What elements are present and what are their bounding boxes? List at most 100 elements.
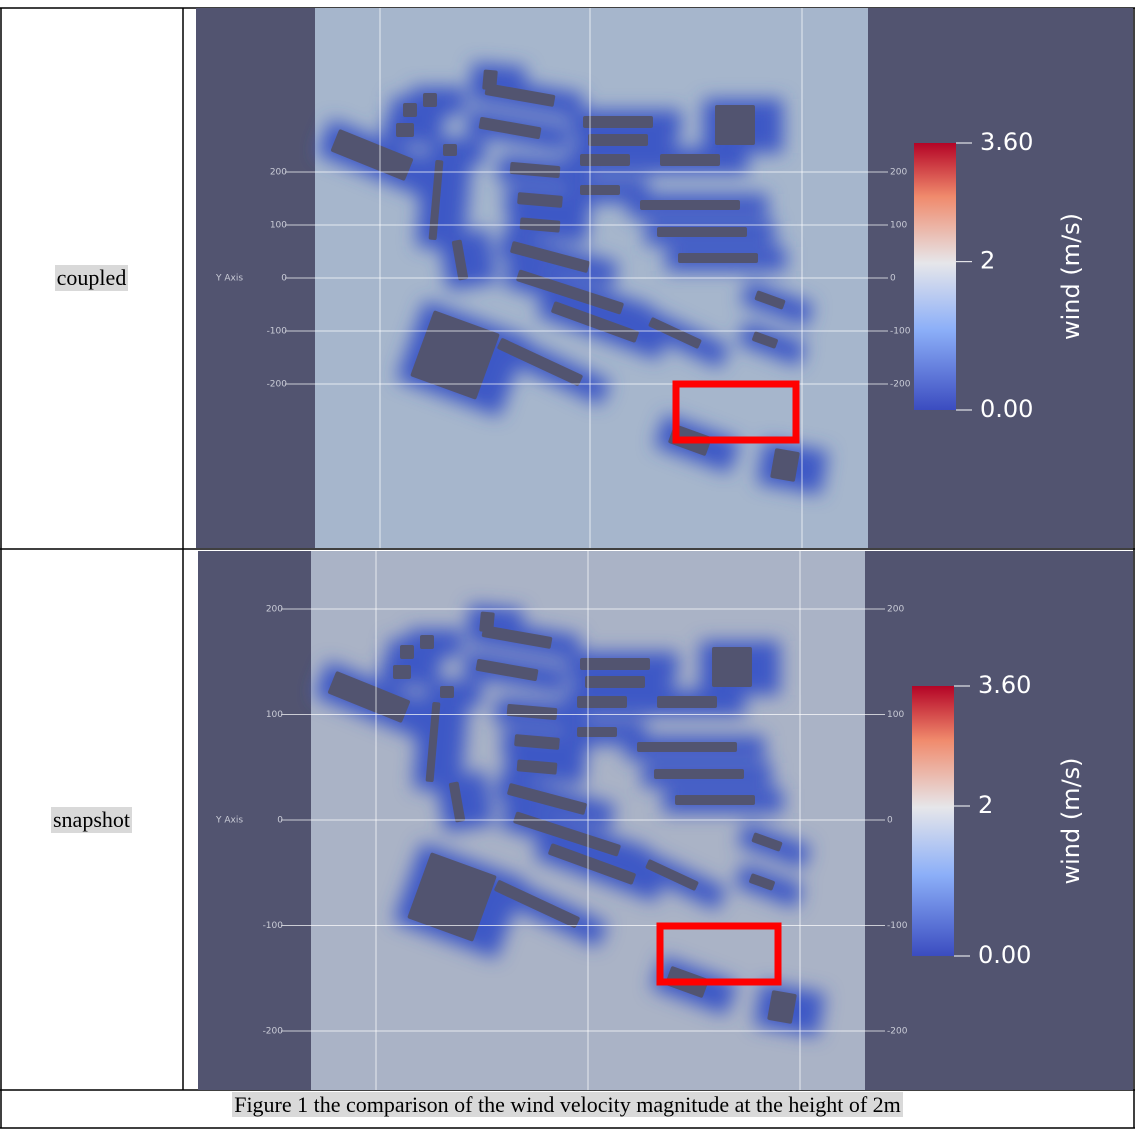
- colorbar-label: wind (m/s): [1057, 757, 1085, 884]
- colorbar: [912, 686, 954, 956]
- building: [506, 704, 558, 720]
- building: [475, 659, 539, 681]
- building: [585, 676, 645, 688]
- building: [428, 159, 444, 241]
- colorbar-tick-label: 2: [980, 247, 995, 275]
- building: [752, 331, 778, 349]
- y-tick-label: 100: [266, 710, 283, 720]
- y-tick-label: -200: [267, 380, 288, 390]
- y-tick-label: -200: [263, 1027, 284, 1037]
- building: [640, 200, 740, 210]
- y-tick-label-right: 200: [890, 168, 907, 178]
- building: [517, 192, 563, 208]
- y-tick-label: -100: [267, 327, 288, 337]
- building: [654, 769, 744, 779]
- building: [410, 310, 500, 400]
- building: [393, 665, 411, 679]
- y-tick-label-right: 100: [887, 710, 904, 720]
- wake: [438, 228, 498, 291]
- building: [648, 317, 702, 349]
- y-tick-label: 200: [270, 168, 287, 178]
- row-label: coupled: [54, 265, 129, 291]
- y-tick-label-right: -200: [887, 1027, 908, 1037]
- wake: [431, 138, 485, 164]
- building: [423, 93, 437, 107]
- y-tick-label: -100: [263, 921, 284, 931]
- building: [551, 301, 639, 343]
- wake: [435, 770, 495, 833]
- y-tick-label-right: -100: [887, 921, 908, 931]
- building: [507, 783, 587, 815]
- caption: Figure 1 the comparison of the wind velo…: [232, 1092, 903, 1117]
- building: [577, 727, 617, 737]
- building: [494, 880, 580, 928]
- building: [548, 843, 636, 885]
- building: [660, 154, 720, 166]
- y-tick-label: 200: [266, 605, 283, 615]
- building: [448, 781, 466, 823]
- axis-label: Y Axis: [215, 274, 243, 284]
- building: [770, 448, 800, 482]
- building: [513, 811, 621, 857]
- y-tick-label-right: 200: [887, 605, 904, 615]
- building: [514, 734, 560, 750]
- building: [712, 647, 752, 687]
- axis-label: Y Axis: [215, 816, 243, 826]
- colorbar: [914, 143, 956, 410]
- highlight-box: [672, 380, 800, 444]
- building: [407, 852, 497, 942]
- building: [577, 696, 627, 708]
- y-tick-label-right: 100: [890, 221, 907, 231]
- building: [751, 832, 783, 852]
- building: [637, 742, 737, 752]
- building: [420, 635, 434, 649]
- row-label-cell: snapshot: [0, 550, 183, 1090]
- building: [657, 696, 717, 708]
- building: [425, 701, 441, 783]
- y-tick-label-right: -100: [890, 327, 911, 337]
- buildings: [328, 611, 797, 1024]
- building: [583, 116, 653, 128]
- row-label: snapshot: [51, 807, 132, 833]
- building: [482, 69, 498, 91]
- building: [328, 671, 410, 723]
- building: [451, 239, 469, 281]
- building: [478, 117, 542, 139]
- y-tick-label-right: -200: [890, 380, 911, 390]
- building: [588, 134, 648, 146]
- building: [479, 611, 495, 633]
- colorbar-tick-label: 0.00: [978, 941, 1031, 969]
- building: [484, 83, 556, 107]
- colorbar-tick-label: 3.60: [980, 128, 1033, 156]
- building: [580, 658, 650, 670]
- plot: 200 200 100 100 0 0 -100 -100 -200 -200 Y Axis 3.60…: [196, 8, 1133, 548]
- y-tick-label-right: 0: [890, 274, 896, 284]
- colorbar-tick-label: 3.60: [978, 671, 1031, 699]
- building: [657, 227, 747, 237]
- plot: 200 200 100 100 0 0 -100 -100 -200 -200 Y Axis 3.60…: [198, 551, 1133, 1090]
- highlight-box: [656, 922, 782, 986]
- building: [403, 103, 417, 117]
- wake: [411, 87, 465, 115]
- building: [516, 269, 624, 315]
- building: [400, 645, 414, 659]
- building: [580, 154, 630, 166]
- building: [331, 129, 413, 181]
- building: [516, 759, 558, 775]
- colorbar-label: wind (m/s): [1057, 213, 1085, 340]
- colorbar-tick-label: 2: [978, 791, 993, 819]
- building: [645, 859, 699, 891]
- building: [510, 241, 590, 273]
- row-label-cell: coupled: [0, 8, 183, 548]
- building: [749, 873, 775, 891]
- building: [580, 185, 620, 195]
- building: [675, 795, 755, 805]
- building: [440, 686, 454, 698]
- building: [443, 144, 457, 156]
- building: [767, 990, 797, 1024]
- building: [715, 105, 755, 145]
- y-tick-label-right: 0: [887, 816, 893, 826]
- y-tick-label: 0: [277, 816, 283, 826]
- building: [754, 290, 786, 310]
